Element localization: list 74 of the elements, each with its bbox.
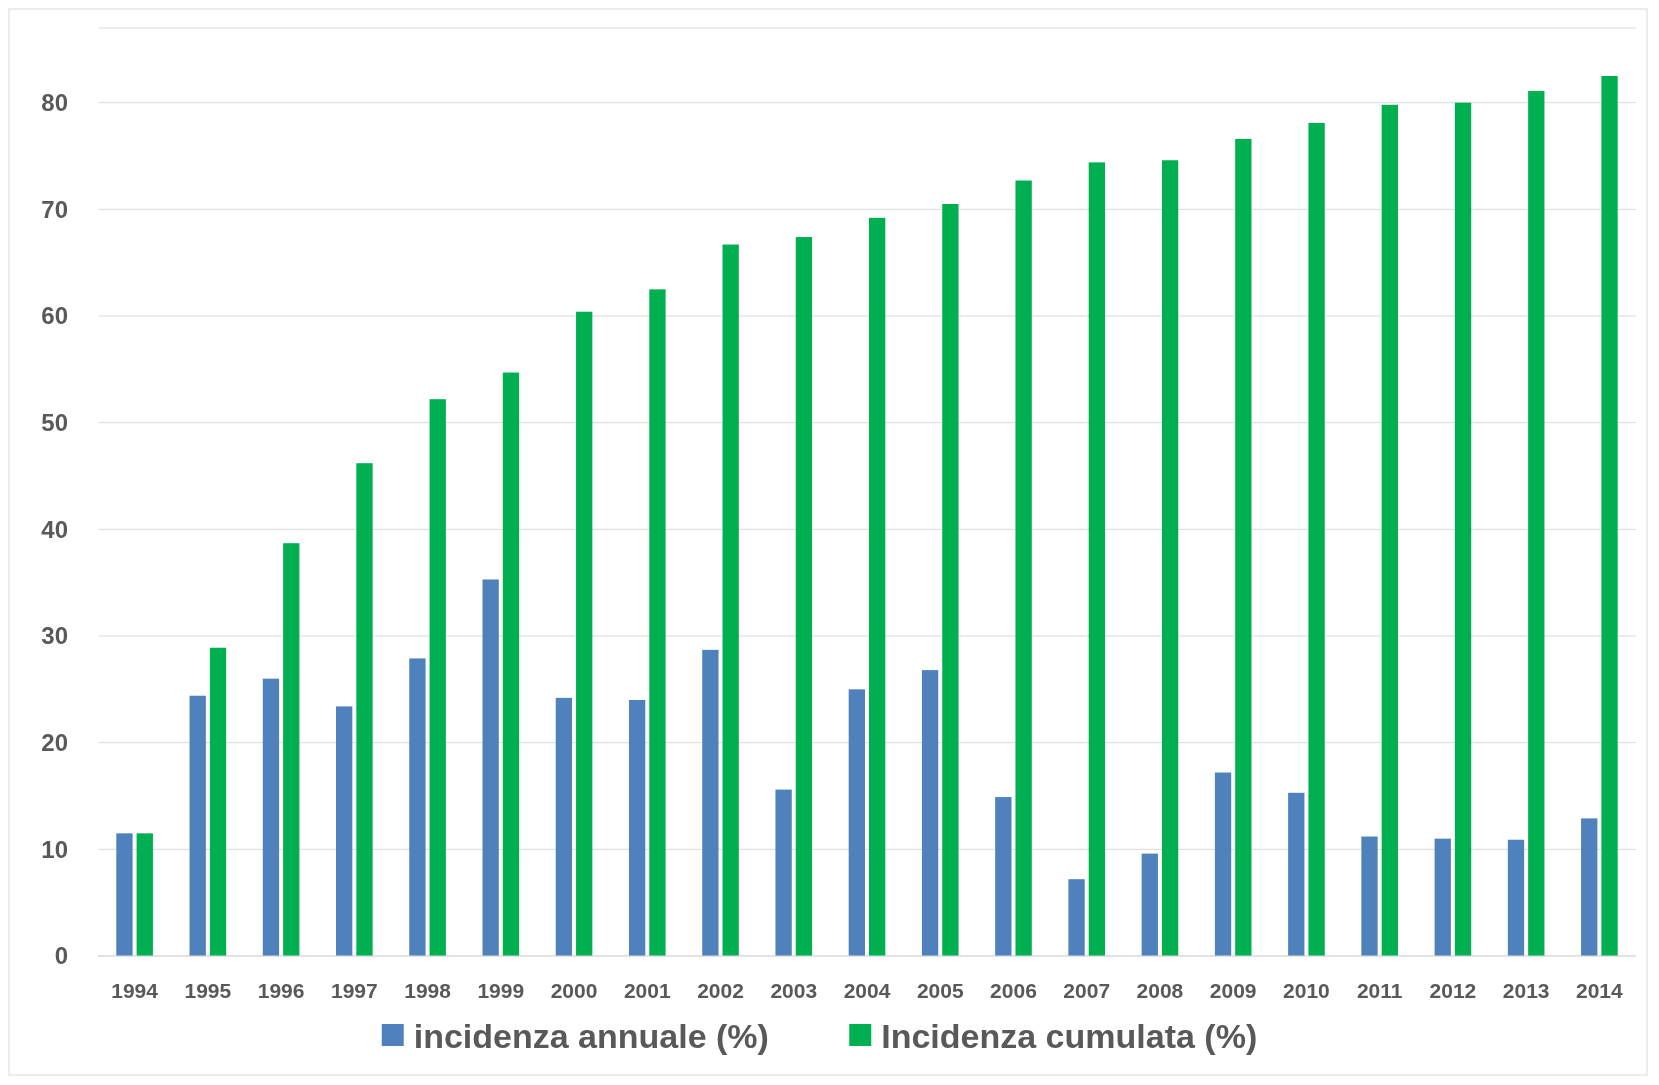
y-tick-label: 60 <box>41 302 68 330</box>
x-tick-label: 1995 <box>184 979 232 1002</box>
x-tick-label: 2011 <box>1356 979 1403 1002</box>
bar <box>576 311 593 956</box>
y-tick-label: 30 <box>41 622 68 650</box>
bar <box>995 797 1012 956</box>
bar <box>1434 838 1451 956</box>
bar <box>1141 853 1158 956</box>
bar <box>136 833 153 956</box>
bar <box>409 658 426 956</box>
bar <box>555 697 573 956</box>
bar <box>1601 76 1618 956</box>
bar <box>1088 162 1106 956</box>
bar <box>1507 839 1525 956</box>
x-tick-label: 2014 <box>1576 979 1624 1002</box>
bar <box>649 289 666 956</box>
bar <box>116 833 133 956</box>
bar <box>189 695 206 956</box>
bar <box>482 579 499 956</box>
bar <box>502 372 520 956</box>
x-tick-label: 2005 <box>916 979 964 1002</box>
bar <box>1381 104 1398 956</box>
bar <box>1068 879 1085 956</box>
y-tick-label: 80 <box>41 89 68 117</box>
x-tick-label: 1997 <box>330 979 378 1002</box>
bar <box>283 543 300 956</box>
bar <box>1015 180 1032 956</box>
x-tick-label: 2008 <box>1136 979 1184 1002</box>
bar <box>1214 772 1232 956</box>
x-tick-label: 2000 <box>550 979 598 1002</box>
x-tick-label: 1998 <box>404 979 452 1002</box>
bar <box>1235 138 1252 956</box>
bar <box>1308 122 1325 956</box>
bar <box>869 217 886 956</box>
legend-label: Incidenza cumulata (%) <box>881 1016 1258 1055</box>
x-tick-label: 2012 <box>1429 979 1477 1002</box>
bar <box>262 678 280 956</box>
y-tick-label: 0 <box>54 942 68 970</box>
x-tick-label: 2010 <box>1283 979 1330 1002</box>
bar <box>722 244 739 956</box>
x-tick-label: 1999 <box>477 979 525 1002</box>
bar <box>942 204 959 956</box>
bar <box>1454 102 1472 956</box>
x-tick-label: 1994 <box>111 979 159 1002</box>
x-tick-label: 2007 <box>1063 979 1111 1002</box>
bar <box>702 649 719 956</box>
bar <box>356 463 373 956</box>
x-tick-label: 1996 <box>257 979 305 1002</box>
bar <box>1161 160 1179 956</box>
x-tick-label: 2006 <box>990 979 1037 1002</box>
bar <box>848 689 865 956</box>
x-tick-label: 2013 <box>1502 979 1550 1002</box>
y-tick-label: 20 <box>41 729 68 757</box>
x-tick-label: 2003 <box>770 979 818 1002</box>
bar <box>795 237 813 956</box>
bar <box>628 700 646 956</box>
y-tick-label: 10 <box>41 835 68 863</box>
bar <box>336 706 353 956</box>
x-tick-label: 2001 <box>623 979 671 1002</box>
bar <box>1361 836 1378 956</box>
bar <box>921 670 939 956</box>
x-tick-label: 2009 <box>1209 979 1257 1002</box>
bar <box>209 647 227 956</box>
x-tick-label: 2004 <box>843 979 891 1002</box>
legend-label: incidenza annuale (%) <box>413 1016 769 1055</box>
bar <box>775 789 792 956</box>
x-tick-label: 2002 <box>697 979 744 1002</box>
bar <box>429 399 446 956</box>
y-tick-label: 40 <box>41 515 68 543</box>
bar <box>1288 792 1305 956</box>
y-tick-label: 70 <box>41 195 68 223</box>
bar <box>1581 818 1598 956</box>
bar <box>1528 90 1545 956</box>
y-tick-label: 50 <box>41 409 68 437</box>
